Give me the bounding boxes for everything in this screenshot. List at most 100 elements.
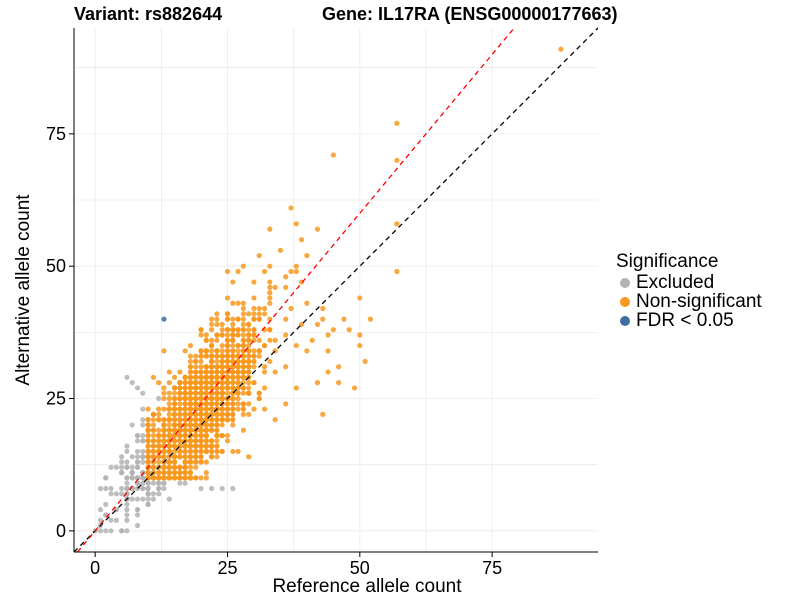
point-non-significant xyxy=(219,342,225,349)
point-non-significant xyxy=(240,348,246,354)
point-non-significant xyxy=(203,348,209,354)
point-non-significant xyxy=(230,358,236,365)
point-non-significant xyxy=(193,374,199,380)
point-non-significant xyxy=(246,337,252,343)
point-excluded xyxy=(140,485,146,492)
point-non-significant xyxy=(267,295,273,301)
point-non-significant xyxy=(209,316,215,322)
point-non-significant xyxy=(150,417,156,423)
point-non-significant xyxy=(251,358,257,365)
point-non-significant xyxy=(261,364,268,370)
point-non-significant xyxy=(209,454,215,460)
point-excluded xyxy=(140,406,146,412)
point-excluded xyxy=(161,485,167,492)
point-non-significant xyxy=(187,395,194,402)
point-non-significant xyxy=(272,369,278,375)
point-non-significant xyxy=(283,274,289,280)
point-non-significant xyxy=(203,475,209,481)
point-non-significant xyxy=(224,380,231,386)
point-non-significant xyxy=(203,332,209,338)
point-excluded xyxy=(97,485,104,492)
point-non-significant xyxy=(177,438,183,444)
point-excluded xyxy=(140,454,146,460)
point-non-significant xyxy=(166,401,172,407)
point-non-significant xyxy=(394,221,400,227)
point-non-significant xyxy=(203,411,209,417)
point-non-significant xyxy=(283,332,289,338)
point-non-significant xyxy=(298,237,305,243)
point-non-significant xyxy=(235,316,241,322)
point-non-significant xyxy=(219,432,225,439)
point-non-significant xyxy=(198,332,204,338)
point-non-significant xyxy=(240,311,246,317)
point-non-significant xyxy=(261,385,268,391)
point-non-significant xyxy=(214,432,220,439)
point-non-significant xyxy=(209,401,215,407)
point-non-significant xyxy=(182,395,188,402)
point-non-significant xyxy=(240,358,246,365)
legend: Significance Excluded Non-significant FD… xyxy=(616,252,762,330)
point-non-significant xyxy=(235,385,241,391)
point-non-significant xyxy=(230,401,236,407)
point-non-significant xyxy=(182,380,188,386)
point-excluded xyxy=(134,448,141,455)
point-non-significant xyxy=(304,300,310,306)
point-excluded xyxy=(113,517,119,523)
point-non-significant xyxy=(150,374,156,380)
point-non-significant xyxy=(214,337,220,343)
point-excluded xyxy=(119,454,125,460)
point-non-significant xyxy=(177,385,183,391)
point-excluded xyxy=(161,480,167,486)
x-tick-label: 75 xyxy=(482,558,502,578)
point-non-significant xyxy=(293,385,299,391)
point-excluded xyxy=(209,485,215,492)
point-non-significant xyxy=(203,422,209,428)
point-non-significant xyxy=(161,470,167,476)
point-excluded xyxy=(119,464,125,470)
point-non-significant xyxy=(293,342,299,349)
point-excluded xyxy=(129,496,135,502)
point-non-significant xyxy=(156,459,162,465)
point-non-significant xyxy=(166,470,172,476)
y-axis-label: Alternative allele count xyxy=(13,194,34,386)
point-non-significant xyxy=(394,157,400,163)
point-non-significant xyxy=(230,279,236,285)
point-non-significant xyxy=(187,464,194,470)
point-non-significant xyxy=(156,380,162,386)
point-excluded xyxy=(134,522,141,529)
point-non-significant xyxy=(230,395,236,402)
point-non-significant xyxy=(182,417,188,423)
point-non-significant xyxy=(230,406,236,412)
point-non-significant xyxy=(224,316,231,322)
point-non-significant xyxy=(224,342,231,349)
point-non-significant xyxy=(145,438,151,444)
point-excluded xyxy=(103,475,109,481)
point-non-significant xyxy=(145,422,151,428)
point-non-significant xyxy=(346,327,352,333)
point-non-significant xyxy=(230,332,236,338)
point-excluded xyxy=(119,528,125,534)
point-non-significant xyxy=(150,443,156,449)
point-non-significant xyxy=(357,295,363,301)
point-excluded xyxy=(140,459,146,465)
point-non-significant xyxy=(330,152,336,158)
point-non-significant xyxy=(357,332,363,338)
legend-title: Significance xyxy=(616,251,719,272)
point-excluded xyxy=(140,390,146,396)
point-excluded xyxy=(166,496,172,502)
point-excluded xyxy=(140,432,146,439)
point-non-significant xyxy=(187,475,194,481)
point-non-significant xyxy=(150,448,156,455)
point-non-significant xyxy=(187,406,194,412)
point-non-significant xyxy=(203,380,209,386)
point-excluded xyxy=(177,480,183,486)
point-non-significant xyxy=(198,475,204,481)
point-non-significant xyxy=(251,380,257,386)
point-non-significant xyxy=(193,464,199,470)
point-non-significant xyxy=(251,348,257,354)
point-non-significant xyxy=(246,401,252,407)
legend-label-fdr: FDR < 0.05 xyxy=(636,310,734,331)
point-non-significant xyxy=(246,342,252,349)
point-non-significant xyxy=(145,427,151,433)
point-non-significant xyxy=(203,337,209,343)
